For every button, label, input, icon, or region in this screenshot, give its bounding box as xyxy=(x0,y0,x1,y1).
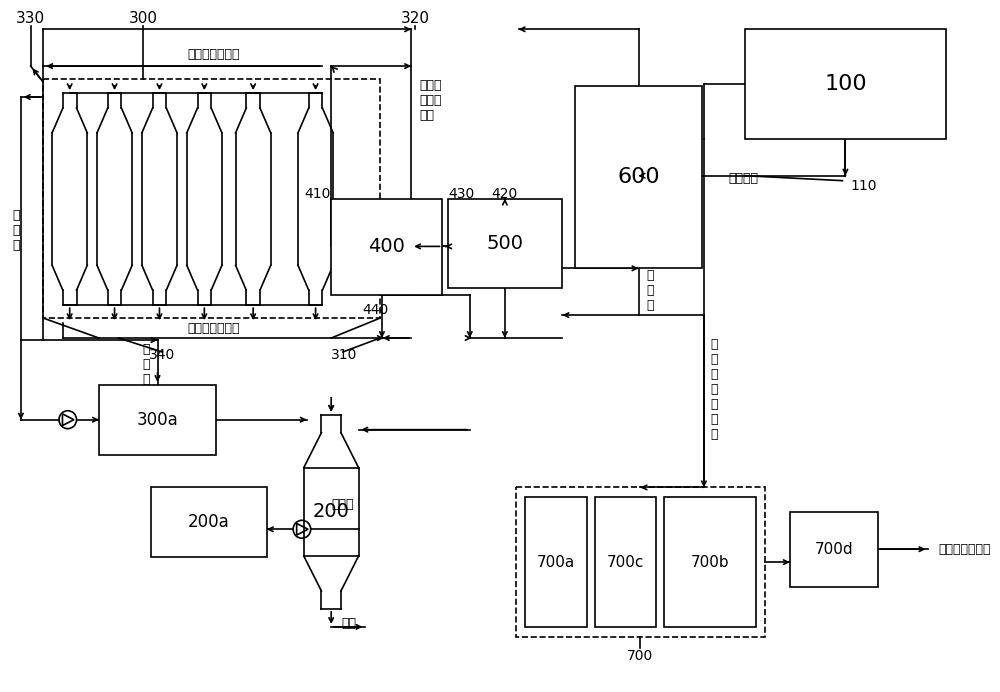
Bar xyxy=(448,199,562,289)
Text: 稀
硫
酸: 稀 硫 酸 xyxy=(12,209,20,252)
Text: 420: 420 xyxy=(492,187,518,201)
Text: 310: 310 xyxy=(331,348,358,362)
Text: 700c: 700c xyxy=(607,554,644,570)
Text: 700b: 700b xyxy=(690,554,729,570)
Text: 700a: 700a xyxy=(537,554,575,570)
Text: 430: 430 xyxy=(448,187,475,201)
Text: 焦炉烟气: 焦炉烟气 xyxy=(728,172,758,185)
Text: 440: 440 xyxy=(362,303,389,317)
Text: 340: 340 xyxy=(149,348,176,362)
Text: 300: 300 xyxy=(128,11,157,26)
Text: 330: 330 xyxy=(16,11,45,26)
Text: 净化后焦炉烟气: 净化后焦炉烟气 xyxy=(938,543,991,556)
Text: 脱硫脱硝后烟气: 脱硫脱硝后烟气 xyxy=(188,48,240,61)
Bar xyxy=(525,498,587,627)
Text: 浓硫酸: 浓硫酸 xyxy=(331,498,354,511)
Bar xyxy=(516,487,765,637)
Text: 100: 100 xyxy=(824,74,867,94)
Text: 脱硫脱硝前烟气: 脱硫脱硝前烟气 xyxy=(188,322,240,334)
Text: 300a: 300a xyxy=(137,411,178,429)
Bar xyxy=(151,487,267,557)
Text: 500: 500 xyxy=(487,234,524,253)
Bar xyxy=(595,498,656,627)
Text: 700: 700 xyxy=(627,649,654,663)
Text: 200: 200 xyxy=(313,502,350,521)
Text: 脱
硫
脱
硝
后
烟
气: 脱 硫 脱 硝 后 烟 气 xyxy=(710,338,717,441)
Text: 600: 600 xyxy=(617,167,660,187)
Text: 脱硝后
脱硫前
烟气: 脱硝后 脱硫前 烟气 xyxy=(419,80,441,122)
Text: 200a: 200a xyxy=(188,513,230,531)
Bar xyxy=(790,512,878,587)
Bar xyxy=(99,385,216,455)
Bar xyxy=(43,79,380,318)
Text: 残渣: 残渣 xyxy=(341,617,356,630)
Text: 110: 110 xyxy=(850,179,877,192)
Bar xyxy=(745,29,946,139)
Bar xyxy=(664,498,756,627)
Text: 喷
氨
气: 喷 氨 气 xyxy=(646,268,654,311)
Text: 400: 400 xyxy=(368,237,405,257)
Text: 700d: 700d xyxy=(814,542,853,557)
Text: 320: 320 xyxy=(401,11,430,26)
Bar xyxy=(331,199,442,295)
Text: 410: 410 xyxy=(305,187,331,201)
Bar xyxy=(575,86,702,268)
Text: 稀
硫
酸: 稀 硫 酸 xyxy=(142,343,150,386)
